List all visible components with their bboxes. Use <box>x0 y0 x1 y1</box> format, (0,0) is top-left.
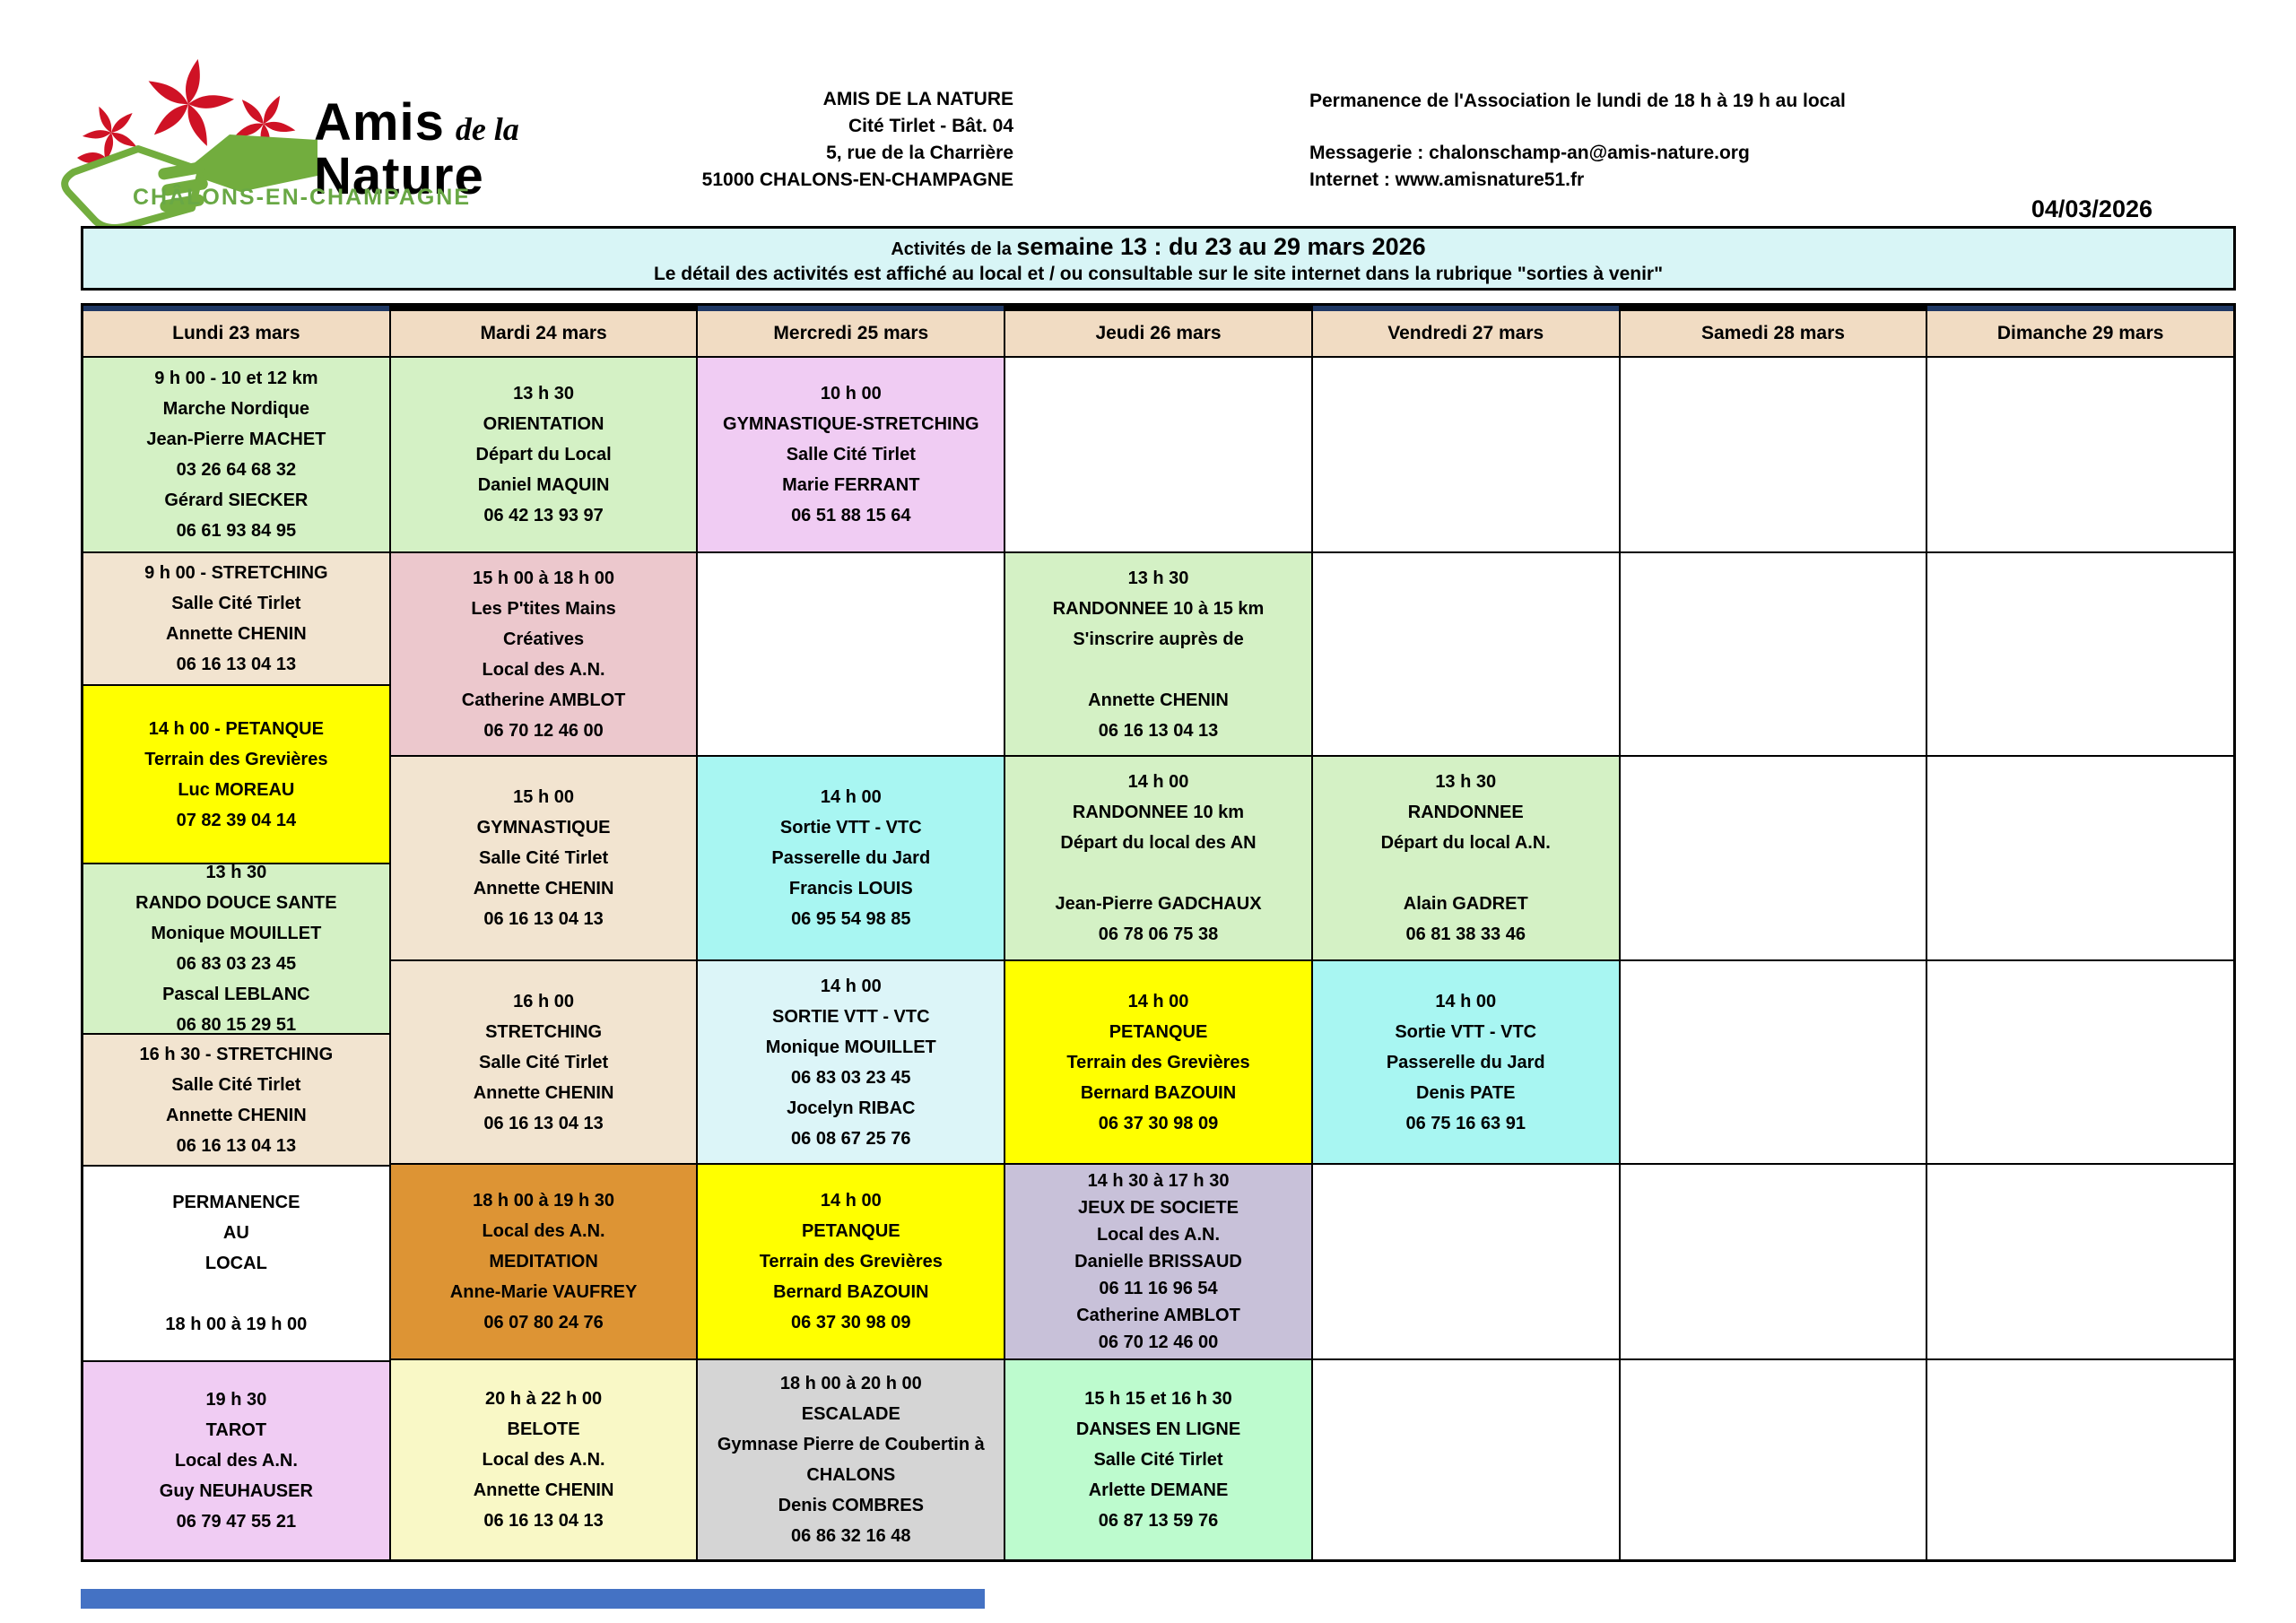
email-line: Messagerie : chalonschamp-an@amis-nature… <box>1309 143 1750 163</box>
activity-cell: 18 h 00 à 20 h 00 ESCALADE Gymnase Pierr… <box>698 1360 1004 1559</box>
spacer <box>1309 115 1991 140</box>
day-column-mercredi: Mercredi 25 mars 10 h 00 GYMNASTIQUE-STR… <box>698 306 1006 1559</box>
activity-cell <box>1927 1165 2234 1360</box>
activity-cell: 14 h 00 RANDONNEE 10 km Départ du local … <box>1005 757 1311 961</box>
activity-cell <box>1312 1165 1619 1360</box>
address-line: 51000 CHALONS-EN-CHAMPAGNE <box>701 169 1013 190</box>
activity-cell: 14 h 00 SORTIE VTT - VTC Monique MOUILLE… <box>698 961 1004 1165</box>
activity-cell <box>1620 553 1926 757</box>
day-column-mardi: Mardi 24 mars 13 h 30 ORIENTATION Départ… <box>390 306 699 1559</box>
week-title-main: semaine 13 : du 23 au 29 mars 2026 <box>1016 233 1426 260</box>
activity-cell: 14 h 00 PETANQUE Terrain des Grevières B… <box>1005 961 1311 1165</box>
activity-cell: 15 h 00 à 18 h 00 Les P'tites Mains Créa… <box>390 553 697 757</box>
day-header: Dimanche 29 mars <box>1927 306 2234 358</box>
activity-cell: 14 h 30 à 17 h 30 JEUX DE SOCIETE Local … <box>1005 1165 1311 1360</box>
logo-flowers-handshake-icon <box>61 57 317 231</box>
activity-cell: 10 h 00 GYMNASTIQUE-STRETCHING Salle Cit… <box>698 358 1004 553</box>
activity-cell: 13 h 30 RANDONNEE Départ du local A.N. A… <box>1312 757 1619 961</box>
weekly-schedule-table: Lundi 23 mars 9 h 00 - 10 et 12 km March… <box>81 303 2236 1562</box>
activity-cell: 13 h 30 RANDONNEE 10 à 15 km S'inscrire … <box>1005 553 1311 757</box>
week-title-prefix: Activités de la <box>891 239 1017 259</box>
activity-cell: PERMANENCE AU LOCAL 18 h 00 à 19 h 00 <box>83 1167 389 1362</box>
day-column-samedi: Samedi 28 mars <box>1620 306 1928 1559</box>
association-address: AMIS DE LA NATURE Cité Tirlet - Bât. 04 … <box>538 86 1013 194</box>
day-header: Mardi 24 mars <box>390 306 697 358</box>
address-line: Cité Tirlet - Bât. 04 <box>848 116 1013 136</box>
activity-cell <box>1927 1360 2234 1559</box>
activity-cell <box>1927 358 2234 553</box>
activity-cell <box>1312 358 1619 553</box>
activity-cell: 14 h 00 PETANQUE Terrain des Grevières B… <box>698 1165 1004 1360</box>
week-banner: Activités de la semaine 13 : du 23 au 29… <box>81 226 2236 291</box>
activity-cell <box>1927 553 2234 757</box>
permanence-note: Permanence de l'Association le lundi de … <box>1309 91 1846 111</box>
activity-cell <box>1312 553 1619 757</box>
week-subtitle: Le détail des activités est affiché au l… <box>653 264 1664 284</box>
activity-cell <box>1927 961 2234 1165</box>
day-header: Vendredi 27 mars <box>1312 306 1619 358</box>
activity-cell <box>1620 757 1926 961</box>
next-page-table-edge <box>81 1589 985 1609</box>
website-line: Internet : www.amisnature51.fr <box>1309 169 1585 190</box>
activity-cell: 14 h 00 - PETANQUE Terrain des Grevières… <box>83 686 389 864</box>
day-header: Jeudi 26 mars <box>1005 306 1311 358</box>
activity-cell: 13 h 30 RANDO DOUCE SANTE Monique MOUILL… <box>83 864 389 1035</box>
activity-cell <box>1620 1360 1926 1559</box>
day-column-lundi: Lundi 23 mars 9 h 00 - 10 et 12 km March… <box>83 306 391 1559</box>
activity-cell: 14 h 00 Sortie VTT - VTC Passerelle du J… <box>698 757 1004 961</box>
activity-cell <box>1927 757 2234 961</box>
activity-cell: 16 h 30 - STRETCHING Salle Cité Tirlet A… <box>83 1035 389 1167</box>
activity-cell <box>698 553 1004 757</box>
activity-cell: 15 h 15 et 16 h 30 DANSES EN LIGNE Salle… <box>1005 1360 1311 1559</box>
day-column-vendredi: Vendredi 27 mars 13 h 30 RANDONNEE Dépar… <box>1312 306 1621 1559</box>
document-date: 04/03/2026 <box>2031 195 2152 222</box>
activity-cell <box>1620 358 1926 553</box>
activity-cell <box>1620 1165 1926 1360</box>
day-column-dimanche: Dimanche 29 mars <box>1927 306 2234 1559</box>
week-title: Activités de la semaine 13 : du 23 au 29… <box>83 233 2233 261</box>
day-column-jeudi: Jeudi 26 mars 13 h 30 RANDONNEE 10 à 15 … <box>1005 306 1313 1559</box>
activity-cell: 20 h à 22 h 00 BELOTE Local des A.N. Ann… <box>390 1360 697 1559</box>
day-header: Mercredi 25 mars <box>698 306 1004 358</box>
activity-cell: 19 h 30 TAROT Local des A.N. Guy NEUHAUS… <box>83 1362 389 1559</box>
activity-cell: 9 h 00 - 10 et 12 km Marche Nordique Jea… <box>83 358 389 553</box>
day-header: Samedi 28 mars <box>1620 306 1926 358</box>
address-line: AMIS DE LA NATURE <box>822 89 1013 109</box>
logo-word-amis: Amis <box>314 93 445 152</box>
contact-info: Permanence de l'Association le lundi de … <box>1309 88 1991 194</box>
day-header: Lundi 23 mars <box>83 306 389 358</box>
activity-cell <box>1312 1360 1619 1559</box>
address-line: 5, rue de la Charrière <box>826 143 1013 163</box>
logo-city-name: CHÂLONS-EN-CHAMPAGNE <box>133 185 472 210</box>
association-logo: Amis de la Nature CHÂLONS-EN-CHAMPAGNE <box>52 57 590 250</box>
activity-cell: 13 h 30 ORIENTATION Départ du Local Dani… <box>390 358 697 553</box>
logo-wordmark: Amis de la Nature <box>314 97 519 203</box>
activity-cell: 15 h 00 GYMNASTIQUE Salle Cité Tirlet An… <box>390 757 697 961</box>
logo-word-dela: de la <box>455 111 519 147</box>
activity-cell: 14 h 00 Sortie VTT - VTC Passerelle du J… <box>1312 961 1619 1165</box>
activity-cell: 9 h 00 - STRETCHING Salle Cité Tirlet An… <box>83 553 389 686</box>
activity-cell <box>1005 358 1311 553</box>
activity-cell <box>1620 961 1926 1165</box>
logo-word-nature: Nature <box>314 147 484 205</box>
activity-cell: 18 h 00 à 19 h 30 Local des A.N. MEDITAT… <box>390 1165 697 1360</box>
activity-cell: 16 h 00 STRETCHING Salle Cité Tirlet Ann… <box>390 961 697 1165</box>
